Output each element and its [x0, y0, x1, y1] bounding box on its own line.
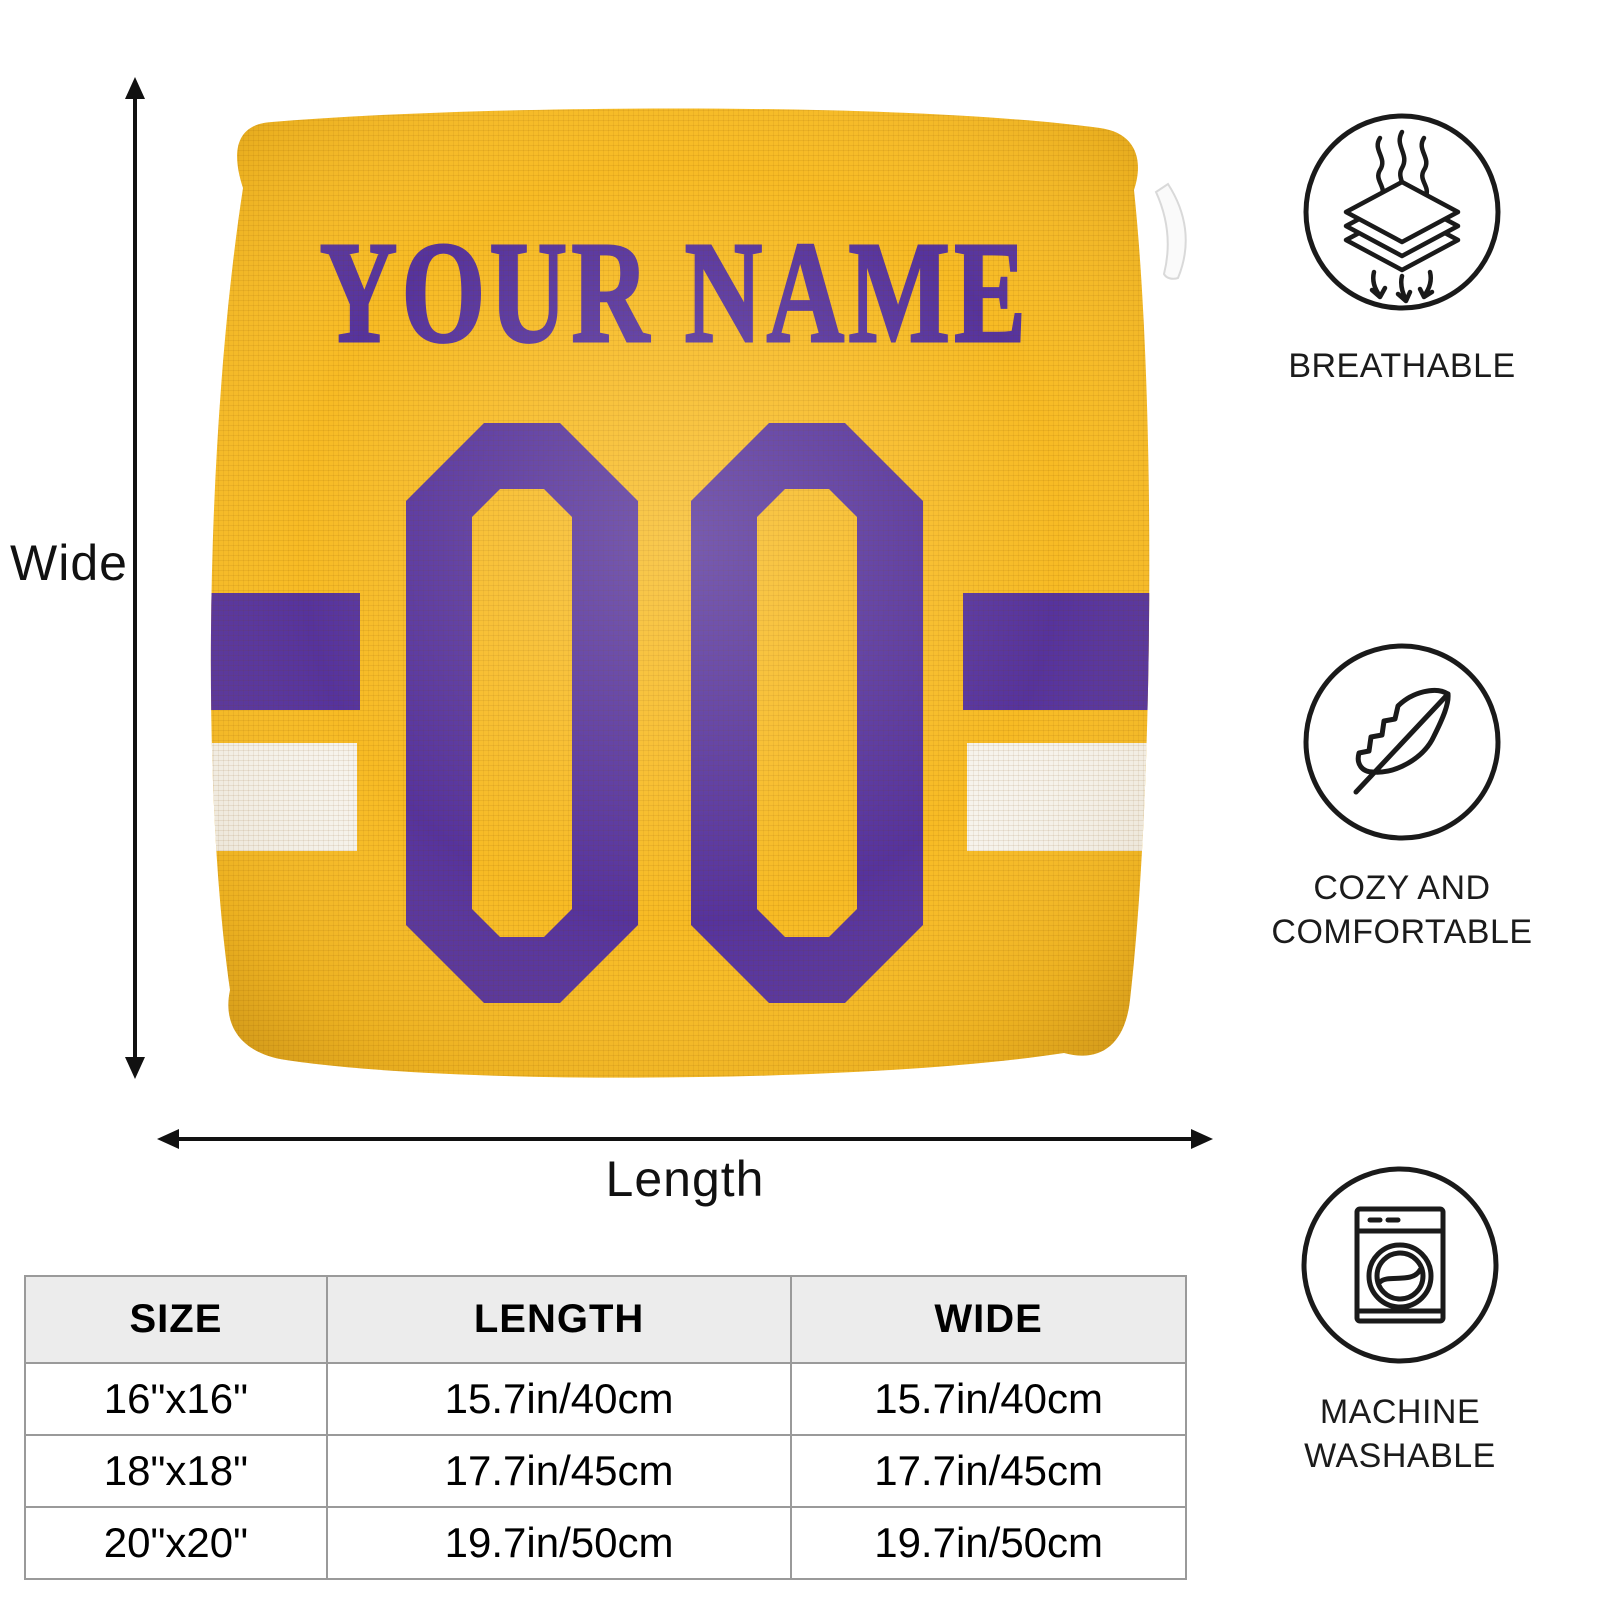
machine-washable-line2: WASHABLE [1304, 1437, 1496, 1475]
machine-washable-line1: MACHINE [1319, 1393, 1481, 1431]
zipper-pull [1154, 182, 1187, 280]
header-length: LENGTH [325, 1275, 793, 1364]
header-wide: WIDE [790, 1275, 1187, 1364]
cozy-label-line2: COMFORTABLE [1271, 913, 1533, 951]
pillow-image: YOUR NAME [210, 108, 1150, 1078]
table-cell: 16"x16" [24, 1362, 328, 1436]
wide-label: Wide [10, 535, 128, 591]
wide-dimension-arrow [125, 77, 145, 1079]
table-cell: 18"x18" [24, 1434, 328, 1508]
table-row: 18"x18" 17.7in/45cm 17.7in/45cm [24, 1434, 1187, 1508]
table-cell: 15.7in/40cm [790, 1362, 1187, 1436]
table-cell: 20"x20" [24, 1506, 328, 1580]
breathable-label: BREATHABLE [1288, 347, 1516, 385]
header-size: SIZE [24, 1275, 328, 1364]
length-label: Length [605, 1151, 765, 1207]
pillow-shading [210, 108, 1150, 1078]
table-cell: 15.7in/40cm [325, 1362, 793, 1436]
table-header-row: SIZE LENGTH WIDE [24, 1275, 1187, 1364]
table-cell: 19.7in/50cm [790, 1506, 1187, 1580]
cozy-label-line1: COZY AND [1313, 869, 1491, 907]
feather-icon [1303, 643, 1501, 841]
table-row: 16"x16" 15.7in/40cm 15.7in/40cm [24, 1362, 1187, 1436]
table-cell: 17.7in/45cm [325, 1434, 793, 1508]
size-table: SIZE LENGTH WIDE 16"x16" 15.7in/40cm 15.… [24, 1275, 1187, 1580]
length-dimension-arrow [157, 1129, 1213, 1149]
table-cell: 17.7in/45cm [790, 1434, 1187, 1508]
table-row: 20"x20" 19.7in/50cm 19.7in/50cm [24, 1506, 1187, 1580]
table-cell: 19.7in/50cm [325, 1506, 793, 1580]
machine-washable-label: MACHINE WASHABLE [1200, 1390, 1600, 1478]
washing-machine-icon [1301, 1166, 1499, 1364]
cozy-label: COZY AND COMFORTABLE [1202, 866, 1600, 954]
breathable-fabric-icon [1303, 113, 1501, 311]
